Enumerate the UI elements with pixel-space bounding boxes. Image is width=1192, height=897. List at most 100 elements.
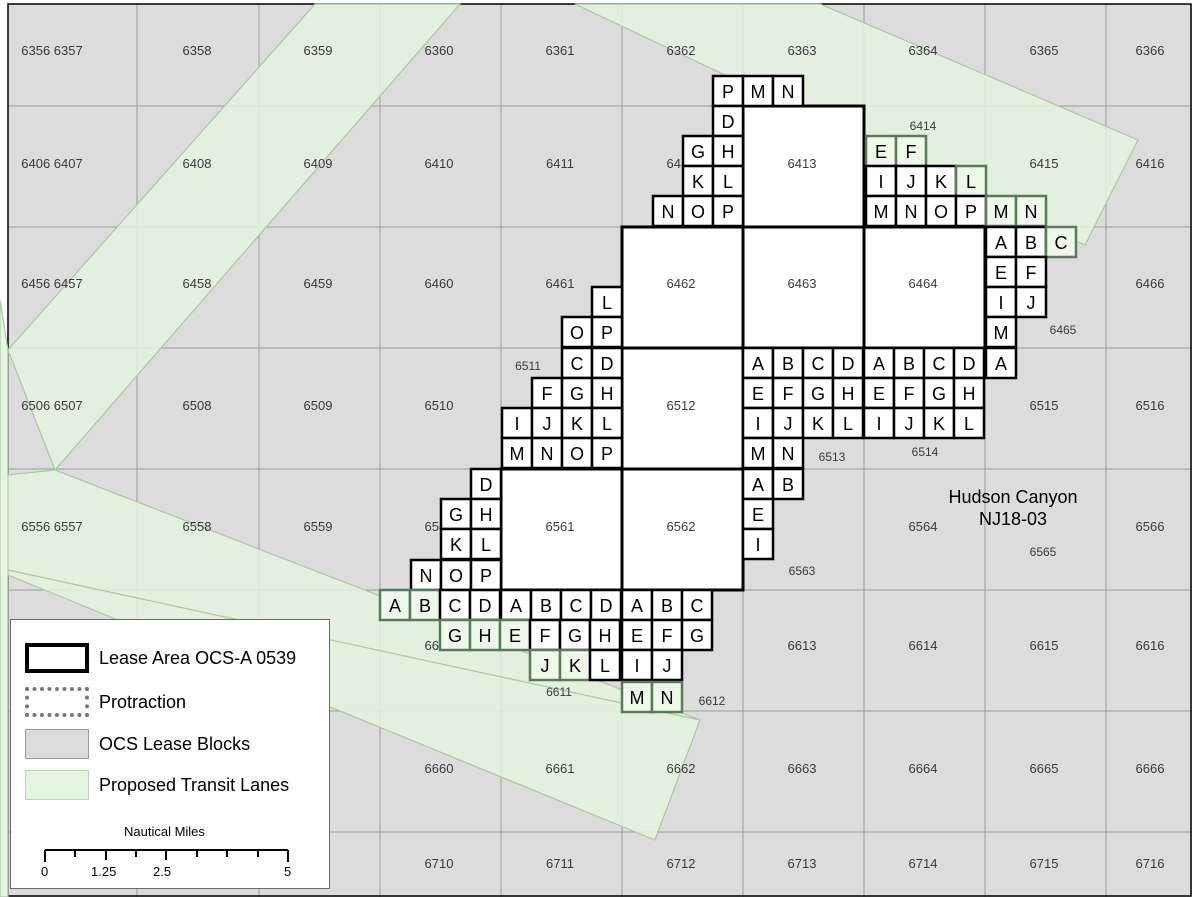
block-label: 6466 (1136, 276, 1165, 291)
lease-aliquot: P (590, 436, 624, 470)
aliquot-letter: P (965, 202, 977, 222)
aliquot-letter: J (663, 656, 672, 676)
aliquot-letter: N (905, 202, 918, 222)
lease-aliquot: E (741, 497, 775, 531)
aliquot-letter: N (662, 202, 675, 222)
lease-aliquot: M (741, 436, 775, 470)
aliquot-letter: P (722, 82, 734, 102)
lease-full-block (741, 225, 866, 350)
lease-aliquot: E (498, 618, 532, 652)
aliquot-letter: N (1025, 202, 1038, 222)
lease-aliquot: G (438, 618, 472, 652)
legend-item-protraction: Protraction (25, 686, 186, 718)
lease-aliquot: A (741, 346, 775, 380)
block-label: 6408 (183, 156, 212, 171)
lease-aliquot: N (771, 436, 805, 470)
aliquot-letter: J (905, 414, 914, 434)
aliquot-square (894, 164, 928, 198)
aliquot-letter: K (935, 172, 947, 192)
lease-aliquot: O (439, 558, 473, 592)
block-label: 6716 (1136, 856, 1165, 871)
aliquot-letter: C (691, 596, 704, 616)
legend-item-lease-area: Lease Area OCS-A 0539 (25, 642, 296, 674)
aliquot-square (771, 467, 805, 501)
lease-aliquot: C (801, 346, 835, 380)
lease-aliquot: L (590, 406, 624, 440)
lease-aliquot: D (711, 104, 745, 138)
aliquot-letter: M (510, 444, 525, 464)
aliquot-letter: M (994, 202, 1009, 222)
lease-aliquot: I (500, 406, 534, 440)
scale-label-2-5: 2.5 (153, 864, 172, 879)
lease-full-block (620, 467, 745, 592)
aliquot-letter: H (601, 384, 614, 404)
block-label: 6365 (1030, 43, 1059, 58)
lease-aliquot: C (1044, 225, 1078, 259)
aliquot-letter: L (843, 414, 853, 434)
transit-lane (0, 299, 701, 897)
block-label: 6713 (788, 856, 817, 871)
aliquot-letter: M (751, 82, 766, 102)
block-label: 6515 (1030, 398, 1059, 413)
block-label: 6556 6557 (21, 519, 82, 534)
lease-aliquot: B (408, 588, 442, 622)
legend-label: OCS Lease Blocks (99, 733, 251, 754)
lease-aliquot: N (651, 194, 685, 228)
block-label: 6714 (909, 856, 938, 871)
aliquot-letter: N (541, 444, 554, 464)
aliquot-square (1044, 225, 1078, 259)
lease-aliquot: F (530, 376, 564, 410)
lease-aliquot: C (922, 346, 956, 380)
aliquot-letter: D (722, 112, 735, 132)
aliquot-letter: H (842, 384, 855, 404)
aliquot-letter: B (782, 354, 794, 374)
block-label: 6615 (1030, 638, 1059, 653)
block-label: 6664 (909, 761, 938, 776)
lease-aliquot: J (1014, 285, 1048, 319)
transit-lane-edge (7, 569, 701, 721)
block-label: 6411 (546, 156, 574, 171)
lease-aliquot: H (711, 134, 745, 168)
aliquot-letter: C (933, 354, 946, 374)
legend-label: Proposed Transit Lanes (99, 774, 290, 795)
aliquot-square (801, 406, 835, 440)
lease-aliquot: K (439, 527, 473, 561)
lease-aliquot: I (741, 527, 775, 561)
lease-aliquot: H (588, 618, 622, 652)
lease-aliquot: J (530, 406, 564, 440)
aliquot-square (1014, 285, 1048, 319)
aliquot-square (560, 315, 594, 349)
block-label: 6616 (1136, 638, 1165, 653)
legend-item-transit-lanes: Proposed Transit Lanes (25, 769, 289, 801)
aliquot-letter: B (661, 596, 673, 616)
block-label: 6508 (183, 398, 212, 413)
block-label: 6458 (183, 276, 212, 291)
aliquot-letter: J (541, 656, 550, 676)
block-label: 6364 (909, 43, 938, 58)
aliquot-square (1014, 255, 1048, 289)
aliquot-letter: E (752, 505, 764, 525)
aliquot-letter: E (995, 263, 1007, 283)
lease-aliquot: A (378, 588, 412, 622)
lease-aliquot: J (650, 648, 684, 682)
aliquot-square (439, 558, 473, 592)
lease-aliquot: G (439, 497, 473, 531)
lease-block-label: 6562 (667, 519, 696, 534)
block-label: 6509 (304, 398, 333, 413)
block-label: 6414 (910, 119, 937, 133)
aliquot-letter: A (631, 596, 643, 616)
lease-aliquot: L (588, 648, 622, 682)
aliquot-letter: D (842, 354, 855, 374)
aliquot-letter: I (878, 172, 883, 192)
block-label: 6511 (515, 359, 541, 373)
aliquot-letter: C (1055, 233, 1068, 253)
aliquot-square (650, 648, 684, 682)
lease-block-label: 6464 (909, 276, 938, 291)
lease-aliquot: N (409, 558, 443, 592)
block-label: 6362 (667, 43, 696, 58)
aliquot-letter: G (811, 384, 825, 404)
block-label: 6711 (546, 856, 574, 871)
protraction-name: Hudson Canyon (948, 487, 1077, 507)
scale-label-5: 5 (284, 864, 292, 879)
